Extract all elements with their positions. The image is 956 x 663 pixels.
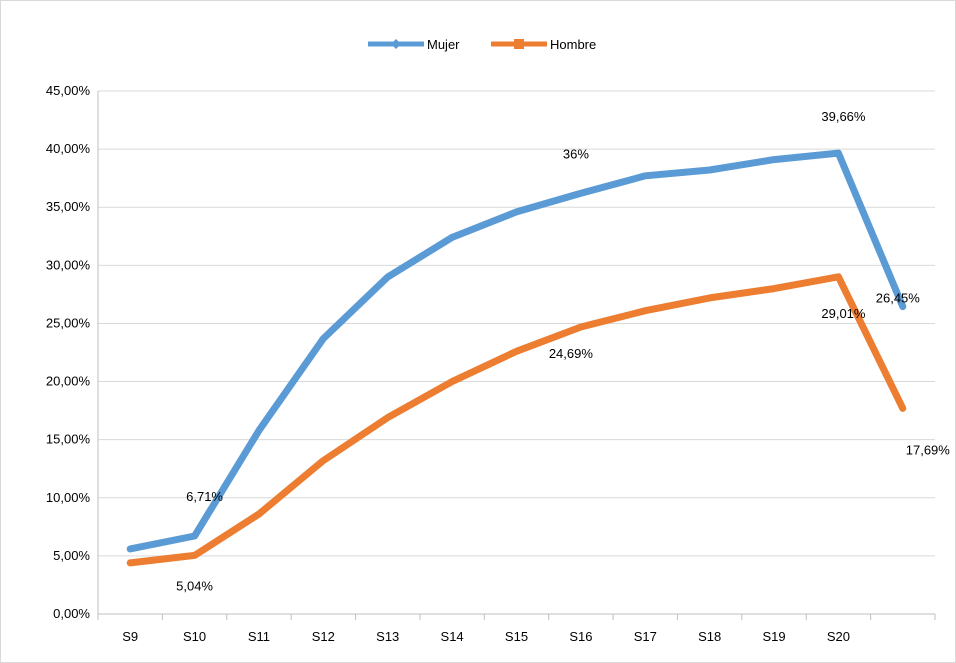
data-label: 26,45%: [876, 291, 921, 306]
x-tick-label: S9: [122, 629, 138, 644]
y-tick-label: 0,00%: [53, 606, 90, 621]
data-label: 17,69%: [906, 442, 951, 457]
y-tick-label: 40,00%: [46, 141, 91, 156]
series-line-hombre: [126, 273, 907, 567]
axes: 0,00% 5,00% 10,00% 15,00% 20,00% 25,00% 30,00%…: [46, 83, 936, 644]
data-label: 29,01%: [821, 306, 866, 321]
y-tick-label: 25,00%: [46, 315, 91, 330]
legend-marker-mujer: [391, 39, 401, 49]
data-label: 39,66%: [821, 109, 866, 124]
x-tick-label: S13: [376, 629, 399, 644]
x-tick-label: S19: [762, 629, 785, 644]
data-label: 5,04%: [176, 578, 213, 593]
legend-marker-hombre: [514, 39, 524, 49]
y-tick-label: 10,00%: [46, 490, 91, 505]
series-line-mujer: [126, 149, 907, 553]
legend-label-hombre: Hombre: [550, 37, 596, 52]
legend: Mujer Hombre: [368, 37, 596, 52]
series-lines: [126, 149, 907, 567]
x-tick-label: S11: [248, 629, 270, 644]
y-tick-label: 35,00%: [46, 199, 91, 214]
x-tick-label: S17: [634, 629, 657, 644]
y-tick-label: 15,00%: [46, 432, 91, 447]
y-tick-label: 45,00%: [46, 83, 91, 98]
x-tick-label: S20: [827, 629, 850, 644]
data-label: 24,69%: [549, 346, 594, 361]
x-tick-label: S15: [505, 629, 528, 644]
y-tick-label: 5,00%: [53, 548, 90, 563]
x-tick-label: S14: [441, 629, 464, 644]
legend-label-mujer: Mujer: [427, 37, 460, 52]
y-tick-label: 20,00%: [46, 374, 91, 389]
data-label: 36%: [563, 146, 589, 161]
x-tick-label: S16: [569, 629, 592, 644]
x-tick-label: S12: [312, 629, 335, 644]
data-labels: 6,71% 36% 39,66% 26,45% 5,04% 24,69% 29,01% 17,…: [176, 109, 950, 593]
data-label: 6,71%: [186, 489, 223, 504]
y-tick-label: 30,00%: [46, 257, 91, 272]
x-tick-label: S10: [183, 629, 206, 644]
x-tick-label: S18: [698, 629, 721, 644]
gridlines: [98, 90, 935, 557]
